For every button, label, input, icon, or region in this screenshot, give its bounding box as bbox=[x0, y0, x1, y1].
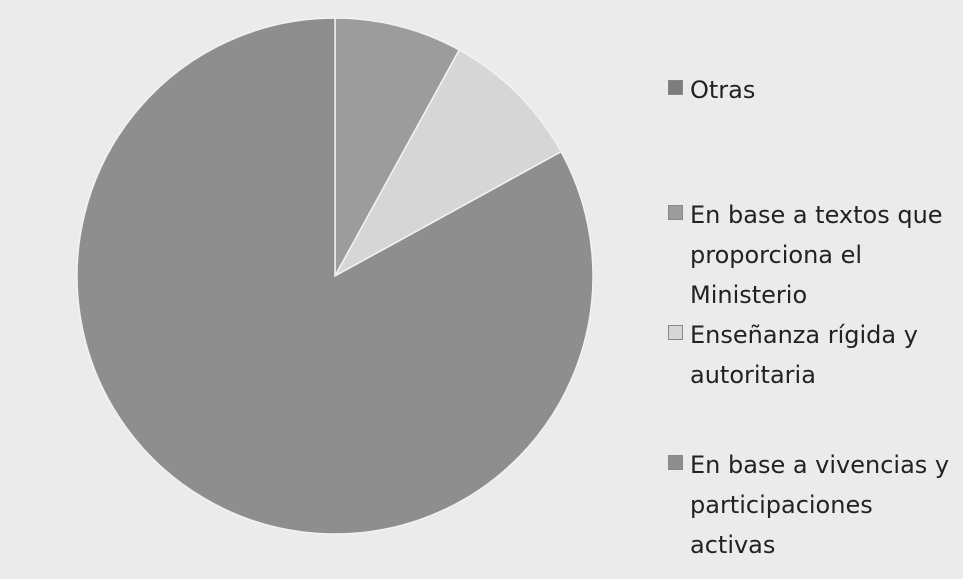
legend-label: Otras bbox=[690, 76, 756, 104]
legend-label: Enseñanza rígida y autoritaria bbox=[690, 321, 918, 389]
legend-item: En base a textos que proporciona el Mini… bbox=[668, 195, 962, 315]
legend-swatch bbox=[668, 455, 683, 470]
legend-swatch bbox=[668, 80, 683, 95]
legend-swatch bbox=[668, 205, 683, 220]
legend-item: En base a vivencias y participaciones ac… bbox=[668, 445, 962, 565]
legend-item: Otras bbox=[668, 70, 962, 110]
pie-slice bbox=[333, 48, 563, 278]
pie-slice bbox=[76, 17, 594, 535]
legend-label: En base a vivencias y participaciones ac… bbox=[690, 451, 950, 559]
legend-item: Enseñanza rígida y autoritaria bbox=[668, 315, 962, 395]
pie-slice bbox=[334, 17, 461, 277]
legend-label: En base a textos que proporciona el Mini… bbox=[690, 201, 943, 309]
legend-swatch bbox=[668, 325, 683, 340]
